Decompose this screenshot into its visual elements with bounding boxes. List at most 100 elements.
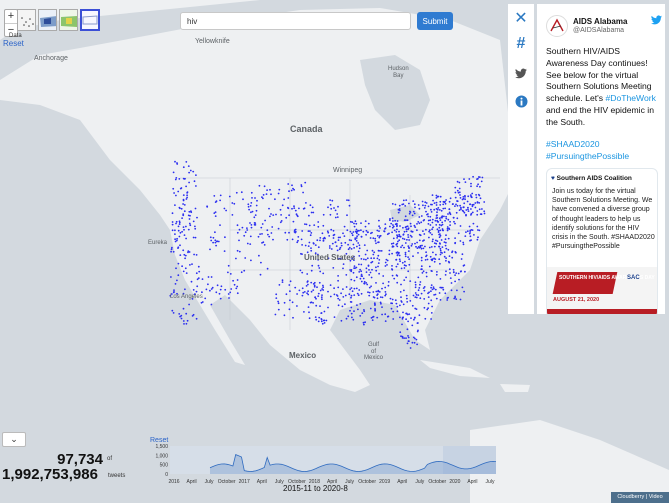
tweet-point bbox=[460, 208, 462, 211]
tweet-point bbox=[411, 324, 414, 327]
tweet-point bbox=[406, 342, 409, 345]
hashtag-link[interactable]: #DoTheWork bbox=[605, 93, 656, 104]
zoom-control[interactable]: + − bbox=[4, 9, 18, 37]
tweet-point bbox=[479, 197, 482, 200]
tweet-point bbox=[376, 297, 379, 300]
tweet-point bbox=[431, 305, 433, 308]
tweet-point bbox=[386, 264, 388, 266]
tweet-point bbox=[409, 211, 412, 214]
attribution[interactable]: Cloudberry | Video bbox=[611, 492, 669, 503]
tweet-point bbox=[315, 304, 318, 307]
tweet-point bbox=[408, 247, 410, 250]
avatar[interactable] bbox=[546, 15, 568, 37]
card-image[interactable]: SOUTHERN HIV/AIDS AWARENESS DAY SAC AUGU… bbox=[547, 267, 657, 314]
tweet-point bbox=[349, 309, 351, 312]
collapse-toggle[interactable]: ⌄ bbox=[2, 432, 26, 447]
tweet-point bbox=[183, 178, 186, 180]
timeline-brush[interactable] bbox=[443, 446, 496, 474]
tweet-point bbox=[373, 257, 375, 260]
timeline-y-tick: 1,000 bbox=[155, 453, 168, 459]
tweet-point bbox=[250, 211, 252, 214]
tweet-point bbox=[392, 237, 395, 240]
submit-button[interactable]: Submit bbox=[417, 12, 453, 30]
tweet-point bbox=[177, 274, 180, 277]
layer-points[interactable] bbox=[17, 9, 36, 31]
timeline-x-tick: July bbox=[415, 479, 424, 485]
tweet-point bbox=[395, 265, 398, 268]
tweet-point bbox=[171, 246, 173, 249]
tweet-point bbox=[389, 297, 392, 300]
tweet-point bbox=[399, 225, 401, 227]
hashtag-link[interactable]: #PursuingthePossible bbox=[546, 151, 630, 161]
map-label-los-angeles: Los Angeles bbox=[170, 294, 203, 300]
close-icon[interactable]: ✕ bbox=[514, 10, 528, 27]
timeline-reset-link[interactable]: Reset bbox=[150, 437, 169, 444]
info-icon[interactable] bbox=[508, 95, 534, 113]
state-borders bbox=[180, 177, 500, 330]
zoom-out-button[interactable]: − bbox=[5, 23, 17, 36]
tweet-point bbox=[423, 207, 426, 209]
tweet-point bbox=[377, 262, 380, 264]
tweet-point bbox=[174, 283, 177, 285]
tweet-point bbox=[312, 283, 315, 285]
hashtag-icon[interactable]: # bbox=[516, 35, 526, 52]
tweet-point bbox=[417, 246, 420, 248]
reset-link[interactable]: Reset bbox=[3, 39, 24, 48]
tweet-point bbox=[255, 209, 258, 212]
tweet-author-handle[interactable]: @AIDSAlabama bbox=[573, 27, 625, 34]
layer-choropleth[interactable] bbox=[59, 9, 78, 31]
tweet-point bbox=[191, 315, 194, 317]
tweet-point bbox=[331, 242, 334, 245]
tweet-point bbox=[408, 239, 410, 241]
timeline-x-tick: 2020 bbox=[449, 479, 460, 485]
tweet-point bbox=[412, 200, 415, 203]
tweet-point bbox=[364, 220, 367, 223]
tweet-point bbox=[317, 258, 319, 261]
tweet-point bbox=[414, 226, 417, 229]
tweet-point bbox=[477, 229, 479, 231]
tweet-point bbox=[340, 292, 342, 295]
layer-outline[interactable] bbox=[80, 9, 100, 31]
tweet-point bbox=[346, 214, 348, 217]
tweet-point bbox=[419, 283, 421, 286]
tweet-point bbox=[301, 287, 304, 290]
tweet-point bbox=[337, 297, 340, 300]
tweet-point bbox=[462, 243, 465, 246]
tweet-point bbox=[210, 288, 213, 290]
tweet-point bbox=[315, 318, 318, 321]
tweet-point bbox=[312, 211, 315, 214]
zoom-in-button[interactable]: + bbox=[7, 10, 15, 22]
tweet-point bbox=[463, 211, 466, 214]
quoted-tweet-card[interactable]: ♥ Southern AIDS Coalition Join us today … bbox=[546, 168, 658, 314]
tweet-point bbox=[456, 189, 459, 192]
tweet-point bbox=[307, 230, 310, 233]
event-date: AUGUST 21, 2020 bbox=[553, 297, 600, 303]
tweet-point bbox=[397, 211, 400, 214]
tweet-point bbox=[377, 254, 380, 257]
tweet-point bbox=[405, 219, 407, 222]
hashtag-link[interactable]: #SHAAD2020 bbox=[546, 139, 600, 149]
tweet-point bbox=[438, 258, 441, 261]
layer-heat[interactable] bbox=[38, 9, 57, 31]
tweet-point bbox=[378, 259, 381, 261]
tweet-point bbox=[320, 312, 323, 314]
tweet-panel[interactable]: AIDS Alabama @AIDSAlabama Southern HIV/A… bbox=[537, 4, 665, 314]
tweet-point bbox=[435, 194, 438, 197]
tweet-point bbox=[332, 229, 335, 232]
tweet-author-name[interactable]: AIDS Alabama bbox=[573, 17, 628, 26]
tweet-point bbox=[379, 250, 381, 252]
choropleth-layer-icon bbox=[60, 10, 77, 30]
twitter-bird-icon[interactable] bbox=[651, 13, 662, 28]
tweet-point bbox=[464, 198, 466, 201]
tweet-point bbox=[450, 289, 453, 292]
timeline-chart[interactable]: 1,500 1,000 500 0 2016 April July October 2017 Ap… bbox=[148, 437, 500, 492]
layer-selector[interactable] bbox=[17, 9, 100, 31]
tweet-point bbox=[436, 208, 439, 211]
search-input[interactable] bbox=[180, 12, 411, 30]
tweet-point bbox=[261, 233, 263, 235]
twitter-icon[interactable] bbox=[508, 66, 534, 84]
tweet-point bbox=[467, 206, 469, 209]
tweet-point bbox=[333, 287, 335, 290]
tweet-point bbox=[204, 297, 207, 300]
tweet-point bbox=[195, 290, 198, 293]
